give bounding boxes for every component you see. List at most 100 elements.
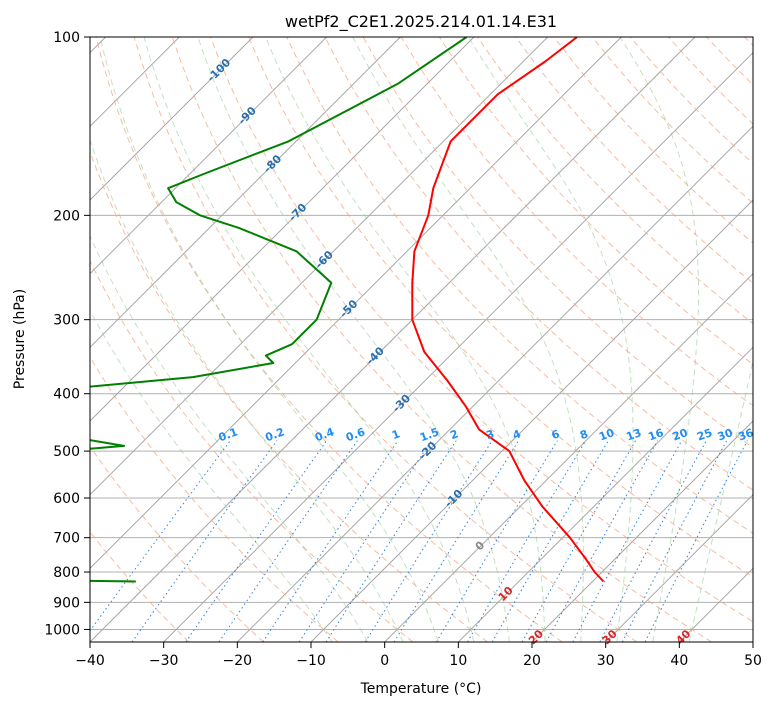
- mixing-ratio-label: 0.1: [217, 425, 240, 444]
- mixing-ratio-line: [467, 440, 587, 642]
- y-tick-label: 1000: [44, 622, 80, 638]
- dry-adiabat: [210, 37, 753, 623]
- mixing-ratio-line: [491, 440, 609, 642]
- isotherm-line: [531, 420, 753, 642]
- x-tick-label: −30: [149, 653, 179, 669]
- y-tick-label: 300: [53, 313, 80, 329]
- x-tick-label: 40: [670, 653, 688, 669]
- y-tick-label: 400: [53, 387, 80, 403]
- mixing-ratio-label: 2: [448, 427, 460, 442]
- temperature-profile-line: [411, 37, 605, 583]
- dry-adiabat: [248, 37, 753, 578]
- mixing-ratio-label: 30: [716, 426, 735, 444]
- isotherm-line: [90, 37, 401, 349]
- mixing-ratio-label: 0.2: [263, 425, 286, 444]
- mixing-ratio-line: [572, 440, 683, 642]
- isotherm-label-cold: -80: [261, 152, 284, 175]
- isotherm-line: [163, 51, 753, 642]
- moist-adiabat: [99, 37, 439, 642]
- mixing-ratio-line: [621, 440, 728, 642]
- mixing-ratio-label: 6: [550, 427, 562, 442]
- moist-adiabat: [90, 138, 404, 642]
- isotherm-line: [236, 125, 753, 642]
- dry-adiabat: [324, 37, 753, 491]
- mixing-ratio-line: [393, 440, 520, 642]
- mixing-ratio-line: [298, 440, 432, 642]
- x-axis-label: Temperature (°C): [360, 681, 482, 697]
- y-axis-label: Pressure (hPa): [12, 289, 28, 389]
- isotherm-line: [90, 37, 475, 422]
- mixing-ratio-label: 16: [647, 426, 666, 444]
- dry-adiabat: [591, 37, 753, 204]
- mixing-ratio-label: 4: [511, 427, 523, 442]
- moist-adiabat: [467, 37, 634, 642]
- dry-adiabat: [90, 150, 488, 642]
- x-tick-label: −20: [223, 653, 253, 669]
- moist-adiabat: [352, 37, 584, 642]
- isotherm-line: [384, 272, 753, 642]
- mixing-ratio-line: [185, 440, 328, 642]
- isotherm-line: [90, 37, 549, 496]
- mixing-ratio-line: [90, 440, 231, 632]
- isotherm-label-cold: -20: [416, 439, 439, 462]
- mixing-ratio-label: 36: [736, 426, 755, 444]
- mixing-ratio-line: [521, 440, 637, 642]
- mixing-ratio-label: 20: [671, 426, 690, 444]
- dry-adiabat: [133, 37, 638, 642]
- mixing-ratio-line: [545, 440, 659, 642]
- x-tick-label: −10: [296, 653, 326, 669]
- dry-adiabat: [515, 37, 753, 284]
- y-tick-label: 100: [53, 30, 80, 46]
- mixing-ratio-line: [262, 440, 399, 642]
- y-tick-label: 500: [53, 444, 80, 460]
- isotherm-line: [310, 199, 753, 642]
- dry-adiabat: [90, 259, 414, 642]
- isotherm-line: [90, 37, 622, 570]
- mixing-ratio-label: 1: [390, 427, 402, 442]
- dewpoint-profile-line: [90, 37, 468, 583]
- dry-adiabat: [706, 37, 753, 86]
- y-tick-label: 200: [53, 208, 80, 224]
- isotherm-line: [752, 641, 753, 642]
- y-tick-label: 700: [53, 531, 80, 547]
- dry-adiabat: [90, 531, 190, 642]
- y-tick-label: 600: [53, 491, 80, 507]
- moist-adiabat: [619, 37, 699, 642]
- isotherm-label-zero: 0: [473, 538, 488, 553]
- moist-adiabat: [90, 309, 333, 642]
- mixing-ratio-line: [218, 440, 358, 642]
- y-axis: 100 200 300 400 500 600 700 800 900 1000: [44, 30, 90, 638]
- x-tick-label: 20: [523, 653, 541, 669]
- x-tick-label: 10: [449, 653, 467, 669]
- x-tick-label: 50: [744, 653, 762, 669]
- moist-adiabat: [197, 37, 510, 642]
- mixing-ratio-label: 1.5: [418, 425, 441, 444]
- chart-title: wetPf2_C2E1.2025.214.01.14.E31: [285, 12, 557, 32]
- dry-adiabat: [171, 37, 712, 642]
- y-tick-label: 800: [53, 565, 80, 581]
- dry-adiabat: [553, 37, 753, 244]
- mixing-ratio-line: [644, 440, 748, 642]
- isotherm-line: [90, 37, 696, 642]
- series-layer: [90, 37, 605, 583]
- x-axis: −40 −30 −20 −10 0 10 20 30 40 50: [75, 642, 762, 669]
- y-tick-label: 900: [53, 595, 80, 611]
- isotherm-line: [90, 37, 328, 275]
- dry-adiabat: [286, 37, 753, 534]
- x-tick-label: −40: [75, 653, 105, 669]
- dry-adiabat: [90, 356, 339, 642]
- mixing-ratio-line: [131, 440, 278, 642]
- mixing-ratio-label: 25: [695, 426, 714, 443]
- mixing-ratio-line: [599, 440, 707, 642]
- dry-adiabat: [438, 37, 753, 366]
- dry-adiabat: [95, 37, 563, 642]
- moist-adiabat: [688, 358, 753, 642]
- isotherm-line: [457, 346, 753, 642]
- isotherm-line: [605, 493, 753, 642]
- mixing-ratio-label: 8: [578, 427, 590, 442]
- moist-adiabat: [90, 235, 369, 642]
- dry-adiabat: [744, 37, 753, 47]
- mixing-ratio-label: 3: [485, 427, 497, 442]
